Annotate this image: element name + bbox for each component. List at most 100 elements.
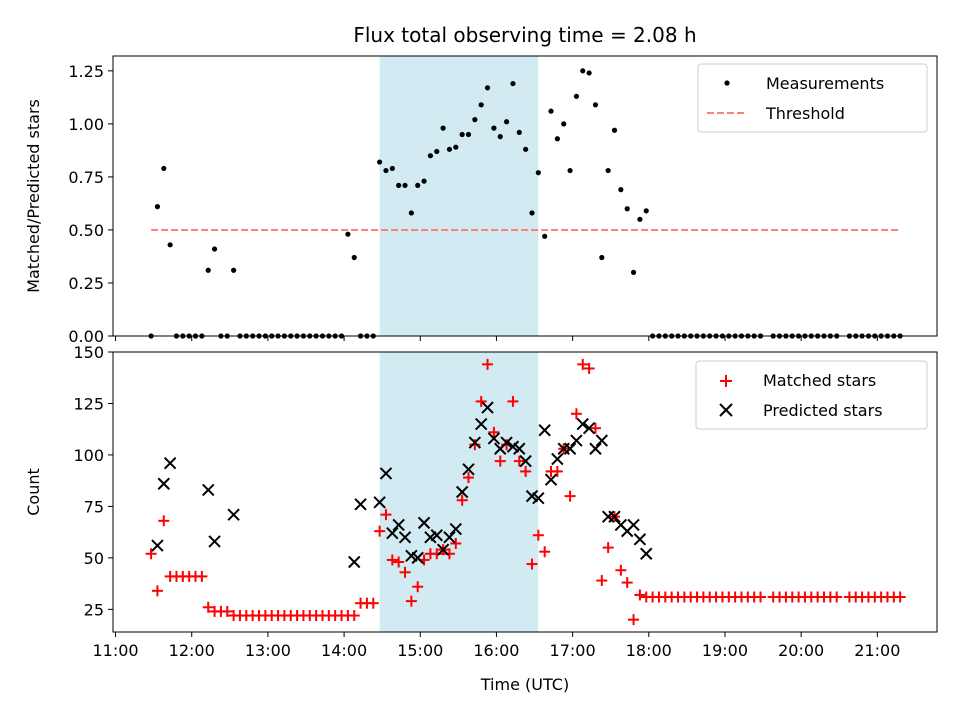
bottom-legend: Matched stars Predicted stars: [695, 360, 928, 430]
measurement-point: [510, 80, 516, 87]
measurement-point: [643, 208, 649, 214]
bottom-y-axis: 25 50 75 100 125 150: [73, 343, 113, 619]
measurement-point: [605, 167, 611, 174]
matched-star-point: [374, 525, 386, 537]
matched-star-point: [151, 585, 163, 597]
predicted-star-point: [576, 417, 589, 431]
measurement-point: [211, 246, 218, 252]
matched-star-point: [602, 542, 614, 554]
measurement-point: [154, 204, 161, 210]
predicted-star-point: [481, 401, 494, 414]
predicted-star-point: [392, 518, 405, 532]
matched-star-point: [621, 577, 633, 589]
predicted-stars-points: [151, 401, 653, 569]
top-x-axis: [115, 336, 878, 341]
predicted-star-point: [379, 467, 393, 480]
measurement-point: [503, 119, 510, 125]
legend-predicted-marker: [719, 403, 733, 417]
legend-predicted-label: Predicted stars: [763, 401, 883, 420]
predicted-star-point: [373, 496, 386, 509]
predicted-star-point: [436, 543, 450, 556]
predicted-star-point: [227, 508, 240, 521]
bottom-y-axis-label: Count: [24, 468, 43, 516]
matched-star-point: [431, 548, 443, 560]
predicted-star-point: [202, 483, 215, 497]
matched-star-point: [894, 591, 906, 603]
predicted-star-point: [513, 442, 526, 455]
measurement-point: [459, 131, 465, 138]
matched-star-point: [393, 556, 405, 568]
predicted-star-point: [430, 529, 443, 542]
y-tick-label: 0.50: [68, 221, 104, 240]
x-tick-label: 20:00: [778, 641, 824, 660]
y-tick-label: 0.75: [68, 168, 104, 187]
predicted-star-point: [468, 436, 482, 449]
measurement-point: [421, 178, 427, 184]
predicted-star-point: [398, 531, 412, 544]
bottom-panel: 25 50 75 100 125 150 11:00 12:00 13:00 14:00 15:0…: [24, 343, 938, 694]
predicted-star-point: [455, 485, 469, 499]
top-axes-frame: [112, 55, 938, 337]
matched-star-point: [463, 472, 475, 484]
measurement-point: [345, 231, 351, 237]
y-tick-label: 100: [73, 446, 104, 465]
matched-star-point: [145, 548, 157, 560]
predicted-star-point: [589, 442, 602, 455]
measurement-point: [491, 125, 497, 131]
measurement-point: [465, 131, 472, 138]
matched-star-point: [482, 358, 494, 370]
matched-star-point: [405, 595, 417, 607]
predicted-star-point: [449, 522, 463, 536]
matched-star-point: [539, 546, 551, 558]
measurement-point: [561, 121, 567, 127]
y-tick-label: 150: [73, 343, 104, 362]
top-legend: Measurements Threshold: [697, 63, 928, 133]
chart-title: Flux total observing time = 2.08 h: [353, 23, 696, 47]
legend-measurements-marker: [724, 80, 730, 86]
x-tick-label: 13:00: [245, 641, 291, 660]
matched-star-point: [615, 564, 627, 576]
predicted-star-point: [544, 473, 558, 486]
x-tick-label: 17:00: [550, 641, 596, 660]
x-tick-label: 19:00: [702, 641, 748, 660]
matched-star-point: [564, 490, 576, 502]
measurement-point: [630, 269, 637, 275]
measurement-point: [548, 108, 554, 114]
measurement-point: [440, 125, 446, 131]
bottom-shaded-span: [379, 352, 539, 632]
matched-star-point: [202, 601, 214, 613]
matched-star-point: [158, 515, 170, 527]
matched-star-point: [526, 558, 538, 570]
predicted-star-point: [411, 551, 424, 565]
measurement-point: [231, 267, 237, 273]
predicted-star-point: [633, 533, 647, 546]
measurement-point: [580, 68, 586, 74]
measurement-point: [554, 136, 560, 142]
matched-stars-points: [145, 358, 906, 626]
predicted-star-point: [417, 516, 431, 530]
measurement-point: [586, 70, 592, 76]
measurement-point: [611, 127, 618, 133]
measurement-point: [478, 102, 484, 108]
measurement-point: [573, 93, 580, 99]
predicted-star-point: [157, 477, 170, 490]
matched-star-point: [367, 597, 379, 609]
matched-star-point: [450, 537, 462, 549]
measurement-point: [484, 85, 491, 91]
predicted-star-point: [208, 535, 221, 548]
matched-star-point: [196, 570, 208, 582]
matched-star-point: [494, 455, 506, 467]
predicted-star-point: [462, 463, 475, 476]
y-tick-label: 1.00: [68, 115, 104, 134]
x-tick-label: 18:00: [626, 641, 672, 660]
measurement-point: [446, 146, 453, 152]
predicted-star-point: [608, 510, 621, 523]
legend-measurements-label: Measurements: [766, 74, 884, 93]
measurement-point: [402, 182, 408, 188]
matched-star-point: [507, 395, 519, 407]
matched-star-point: [513, 455, 525, 467]
y-tick-label: 0.25: [68, 274, 104, 293]
matched-star-point: [831, 591, 843, 603]
matched-star-point: [589, 422, 601, 434]
x-tick-label: 12:00: [169, 641, 215, 660]
